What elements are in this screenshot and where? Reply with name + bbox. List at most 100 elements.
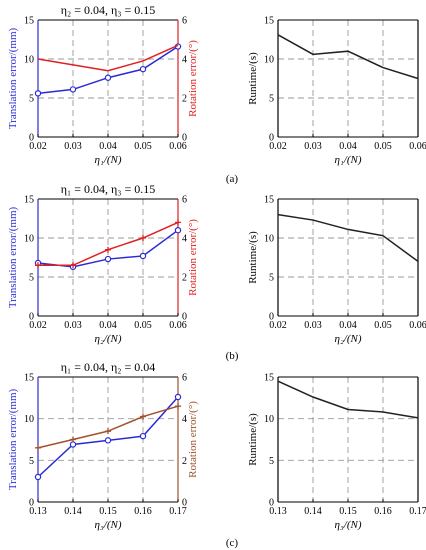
y2-tick-label: 4 — [182, 414, 187, 425]
y2-tick-label: 4 — [182, 234, 187, 245]
y-tick-label: 10 — [24, 414, 34, 425]
data-point-rotation_c — [35, 444, 41, 451]
y-tick-label: 15 — [264, 373, 274, 384]
y-tick-label: 5 — [29, 94, 34, 105]
x-tick-label: 0.05 — [134, 320, 152, 331]
y2-tick-label: 0 — [182, 498, 187, 509]
y-tick-label: 15 — [264, 195, 274, 206]
chart-b-right: 0.02 0.03 0.04 0.05 0.06 0 5 10 15 η₂/(N) Runtime/… — [247, 195, 426, 346]
data-point-rotation — [35, 262, 41, 269]
y-tick-label: 10 — [264, 414, 274, 425]
data-point-rotation — [105, 246, 111, 253]
data-point-rotation — [70, 262, 76, 269]
x-axis-label: η₃/(N) — [334, 519, 361, 531]
y-tick-label: 0 — [29, 312, 34, 323]
data-point-translation — [69, 86, 77, 93]
x-tick-label: 0.02 — [269, 320, 287, 331]
y-tick-label: 15 — [264, 16, 274, 27]
y-axis-label: Translation error/(mm) — [7, 389, 19, 491]
data-point-rotation_c — [105, 428, 111, 435]
y-tick-label: 0 — [269, 133, 274, 144]
y-tick-label: 5 — [269, 456, 274, 467]
chart-c-right: 0.13 0.14 0.15 0.16 0.17 0 5 10 15 η₃/(N) Runtime/… — [247, 373, 426, 532]
y2-axis-label: Rotation error/(°) — [187, 40, 199, 117]
caption-b: (b) — [226, 350, 239, 362]
x-tick-label: 0.06 — [409, 320, 426, 331]
y-axis-label: Runtime/(s) — [247, 413, 259, 466]
x-tick-label: 0.15 — [99, 506, 117, 517]
x-tick-label: 0.17 — [169, 506, 187, 517]
y2-tick-label: 2 — [182, 94, 187, 105]
y-tick-label: 0 — [269, 312, 274, 323]
x-tick-label: 0.06 — [169, 141, 187, 152]
data-point-translation — [34, 473, 42, 481]
x-tick-label: 0.15 — [339, 506, 357, 517]
y-tick-label: 5 — [29, 456, 34, 467]
x-tick-label: 0.16 — [374, 506, 392, 517]
y-tick-label: 0 — [269, 498, 274, 509]
data-point-translation — [174, 226, 182, 234]
chart-title: η₁ = 0.04, η₂ = 0.04 — [61, 360, 155, 374]
x-tick-label: 0.03 — [304, 141, 322, 152]
x-tick-label: 0.03 — [64, 141, 82, 152]
y2-axis-label: Rotation error/(°) — [187, 219, 199, 296]
x-axis-label: η₂/(N) — [334, 333, 361, 345]
data-point-rotation — [140, 235, 146, 241]
data-point-translation — [104, 437, 112, 444]
x-tick-label: 0.03 — [64, 320, 82, 331]
series-line-runtime — [277, 380, 419, 419]
chart-title: η₁ = 0.04, η₃ = 0.15 — [61, 182, 155, 196]
x-tick-label: 0.05 — [374, 141, 392, 152]
y-axis-label: Translation error/(mm) — [7, 207, 19, 309]
x-tick-label: 0.03 — [304, 320, 322, 331]
x-axis-label: η₃/(N) — [94, 519, 121, 531]
y2-tick-label: 2 — [182, 273, 187, 284]
x-tick-label: 0.05 — [134, 141, 152, 152]
y-tick-label: 0 — [29, 498, 34, 509]
y2-tick-label: 6 — [182, 16, 187, 27]
y2-tick-label: 0 — [182, 312, 187, 323]
chart-a-right: 0.02 0.03 0.04 0.05 0.06 0 5 10 15 η₁/(N) Runtime/… — [247, 16, 426, 167]
y2-axis-label: Rotation error/(°) — [187, 401, 199, 478]
chart-title: η₂ = 0.04, η₃ = 0.15 — [61, 3, 155, 17]
y-axis-label: Runtime/(s) — [247, 52, 259, 105]
y2-tick-label: 0 — [182, 133, 187, 144]
data-point-translation — [174, 393, 182, 401]
y-axis-label: Translation error/(mm) — [7, 28, 19, 130]
y-axis-label: Runtime/(s) — [247, 231, 259, 284]
x-tick-label: 0.14 — [64, 506, 82, 517]
y-tick-label: 5 — [29, 273, 34, 284]
series-line-rotation — [37, 44, 179, 72]
y2-tick-label: 4 — [182, 55, 187, 66]
x-tick-label: 0.13 — [269, 506, 287, 517]
x-tick-label: 0.16 — [134, 506, 152, 517]
x-tick-label: 0.04 — [99, 141, 117, 152]
series-line-runtime — [277, 213, 419, 263]
x-tick-label: 0.06 — [409, 141, 426, 152]
y-tick-label: 10 — [24, 55, 34, 66]
y2-tick-label: 6 — [182, 373, 187, 384]
x-tick-label: 0.17 — [409, 506, 426, 517]
x-axis-label: η₁/(N) — [94, 154, 121, 166]
data-point-translation — [139, 252, 147, 260]
data-point-rotation_c — [140, 413, 146, 420]
y-tick-label: 5 — [269, 273, 274, 284]
caption-c: (c) — [226, 537, 239, 549]
x-tick-label: 0.05 — [374, 320, 392, 331]
data-point-translation — [139, 432, 147, 440]
x-tick-label: 0.02 — [29, 141, 47, 152]
data-point-translation — [104, 74, 112, 81]
x-tick-label: 0.14 — [304, 506, 322, 517]
x-tick-label: 0.04 — [339, 320, 357, 331]
x-tick-label: 0.04 — [99, 320, 117, 331]
data-point-translation — [104, 255, 112, 263]
x-tick-label: 0.02 — [29, 320, 47, 331]
x-tick-label: 0.02 — [269, 141, 287, 152]
data-point-translation — [34, 90, 42, 97]
x-tick-label: 0.13 — [29, 506, 47, 517]
y-tick-label: 15 — [24, 195, 34, 206]
data-point-translation — [139, 65, 147, 73]
